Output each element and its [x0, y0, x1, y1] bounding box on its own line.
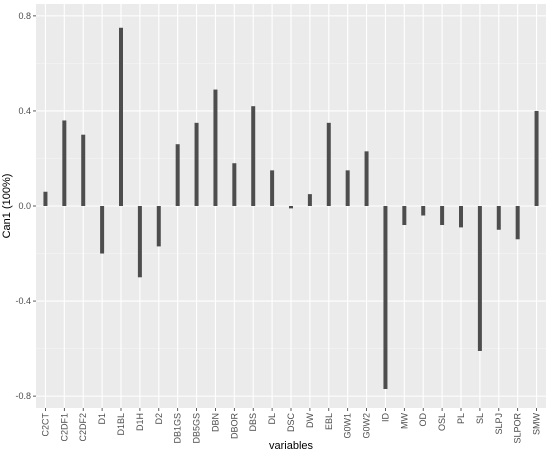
x-tick-label: G0W2 — [362, 413, 372, 439]
x-tick-label: DBOR — [229, 413, 239, 440]
x-tick-label: SLPJ — [494, 413, 504, 435]
bar-g0w2 — [364, 151, 369, 206]
x-axis: C2CT C2DF1 C2DF2 D1 D1BL D1H D2 DB1GS DB5GS DBN DB… — [40, 408, 542, 444]
x-tick-label: PL — [456, 413, 466, 424]
x-tick-label: SMW — [532, 413, 542, 436]
bar-slpj — [496, 206, 501, 230]
bar-d1 — [100, 206, 105, 254]
bars — [43, 27, 539, 389]
bar-id — [383, 206, 388, 389]
bar-d1bl — [119, 27, 123, 206]
x-tick-label: D1H — [135, 413, 145, 431]
x-tick-label: OD — [418, 412, 428, 426]
y-tick-label: -0.8 — [15, 391, 31, 401]
bar-ebl — [326, 122, 331, 206]
bar-smw — [534, 110, 539, 206]
bar-c2df1 — [62, 120, 67, 206]
bar-dbs — [251, 106, 256, 206]
bar-dbn — [213, 89, 218, 206]
x-tick-label: ID — [380, 412, 390, 422]
x-tick-label: DW — [305, 413, 315, 428]
bar-c2ct — [43, 191, 48, 206]
x-tick-label: DB5GS — [192, 413, 202, 444]
x-tick-label: EBL — [324, 413, 334, 430]
y-tick-label: 0.8 — [18, 11, 31, 21]
bar-pl — [459, 206, 463, 228]
bar-mw — [402, 206, 407, 226]
x-axis-title: variables — [269, 440, 314, 452]
bar-d1h — [137, 206, 142, 278]
bar-g0w1 — [345, 170, 350, 206]
y-tick-label: 0.4 — [18, 106, 31, 116]
x-tick-label: DSC — [286, 413, 296, 433]
bar-sl — [477, 206, 482, 351]
x-tick-label: C2CT — [40, 413, 50, 437]
bar-osl — [440, 206, 445, 226]
bar-c2df2 — [81, 134, 86, 206]
x-tick-label: SLPOR — [513, 413, 523, 444]
x-tick-label: DL — [267, 413, 277, 425]
bar-od — [421, 206, 426, 216]
bar-dsc — [289, 206, 293, 209]
x-tick-label: D1BL — [116, 413, 126, 436]
y-tick-label: 0.0 — [18, 201, 31, 211]
x-tick-label: DBN — [210, 413, 220, 432]
x-tick-label: G0W1 — [343, 413, 353, 439]
x-tick-label: OSL — [437, 413, 447, 431]
bar-dbor — [232, 163, 237, 206]
bar-db1gs — [175, 144, 180, 206]
x-tick-label: MW — [399, 413, 409, 429]
bar-dl — [270, 170, 275, 206]
bar-db5gs — [194, 122, 199, 206]
x-tick-label: DB1GS — [173, 413, 183, 444]
x-tick-label: DBS — [248, 413, 258, 432]
y-axis: -0.8 -0.4 0.0 0.4 0.8 — [15, 11, 36, 401]
x-tick-label: D1 — [97, 413, 107, 425]
bar-slpor — [515, 206, 520, 240]
y-tick-label: -0.4 — [15, 296, 31, 306]
x-tick-label: SL — [475, 413, 485, 424]
bar-d2 — [156, 206, 161, 247]
x-tick-label: C2DF2 — [78, 413, 88, 442]
x-tick-label: D2 — [154, 413, 164, 425]
y-axis-title: Can1 (100%) — [1, 174, 13, 239]
bar-dw — [307, 194, 312, 206]
x-tick-label: C2DF1 — [59, 413, 69, 442]
